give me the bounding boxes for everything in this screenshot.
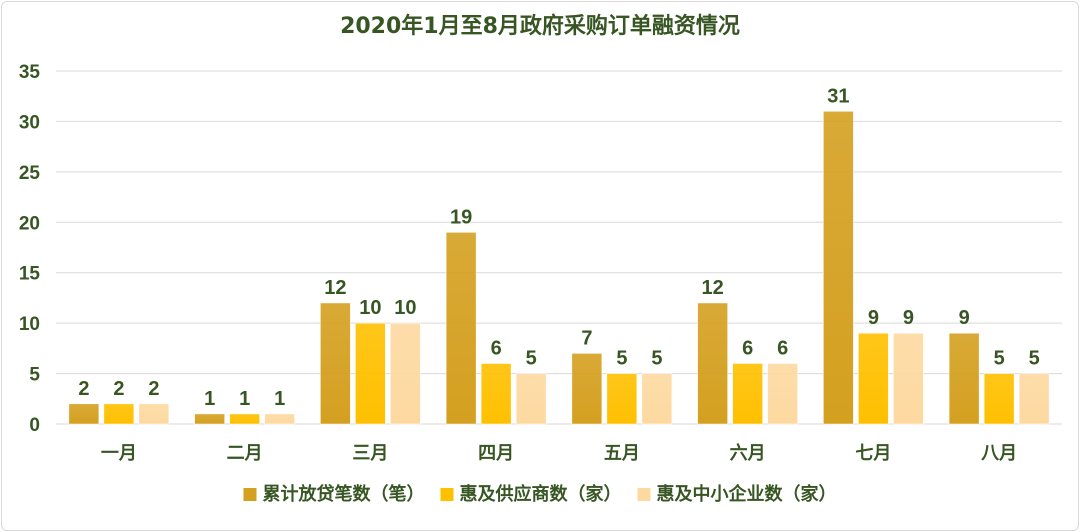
- data-label: 6: [491, 337, 502, 359]
- bar: [571, 353, 603, 425]
- legend-label: 惠及供应商数（家）: [460, 483, 622, 505]
- bar: [229, 413, 260, 425]
- data-label: 9: [868, 307, 879, 329]
- data-label: 6: [777, 337, 788, 359]
- data-label: 31: [827, 85, 849, 107]
- bar: [390, 322, 421, 425]
- chart-title: 2020年1月至8月政府采购订单融资情况: [340, 13, 740, 39]
- data-label: 6: [742, 337, 753, 359]
- x-tick-label: 一月: [101, 443, 137, 464]
- bar: [823, 111, 854, 425]
- y-tick-label: 10: [19, 314, 40, 335]
- data-label: 5: [616, 348, 627, 370]
- data-label: 12: [324, 277, 346, 299]
- bar: [103, 403, 135, 425]
- data-label: 1: [274, 388, 285, 410]
- data-label: 10: [359, 297, 381, 319]
- bar: [480, 363, 512, 425]
- bar: [445, 232, 477, 425]
- x-tick-label: 八月: [981, 443, 1017, 464]
- bar: [732, 363, 763, 425]
- data-label: 2: [78, 378, 89, 400]
- data-label: 5: [994, 348, 1005, 370]
- bar: [68, 403, 100, 425]
- y-tick-label: 20: [19, 213, 40, 234]
- bar: [858, 332, 889, 425]
- x-tick-label: 三月: [352, 443, 388, 464]
- data-labels: 2 2 2 1 1 1 12 10 10 19 6 5 7 5 5 12 6 6 31 9 9 9 5 5: [78, 85, 1039, 410]
- legend-swatch: [440, 488, 454, 501]
- y-tick-label: 25: [19, 163, 41, 184]
- bar: [194, 413, 225, 425]
- data-label: 5: [1029, 348, 1040, 370]
- bar: [1018, 373, 1050, 425]
- x-tick-label: 六月: [730, 442, 766, 464]
- bar: [138, 403, 170, 425]
- bar: [767, 363, 798, 425]
- y-tick-label: 5: [29, 365, 40, 386]
- y-axis-ticks: 0 5 10 15 20 25 30 35: [19, 62, 41, 436]
- bar: [697, 302, 728, 425]
- x-tick-label: 四月: [478, 443, 514, 464]
- data-label: 10: [394, 297, 416, 319]
- data-label: 7: [581, 327, 592, 349]
- bar: [355, 322, 386, 425]
- x-tick-label: 七月: [855, 443, 891, 464]
- x-tick-label: 二月: [227, 443, 263, 464]
- bar: [948, 332, 980, 425]
- legend-swatch: [637, 488, 651, 501]
- data-label: 1: [204, 388, 215, 410]
- data-label: 5: [526, 348, 537, 370]
- legend-label: 累计放贷笔数（笔）: [263, 483, 425, 505]
- legend: 累计放贷笔数（笔） 惠及供应商数（家） 惠及中小企业数（家）: [243, 483, 837, 505]
- data-label: 9: [959, 307, 970, 329]
- bar: [515, 373, 547, 425]
- bar: [320, 302, 351, 425]
- legend-swatch: [243, 488, 257, 501]
- bar: [641, 373, 673, 425]
- data-label: 9: [903, 307, 914, 329]
- legend-label: 惠及中小企业数（家）: [657, 483, 837, 505]
- y-tick-label: 35: [19, 62, 41, 83]
- data-label: 2: [148, 378, 159, 400]
- x-axis-ticks: 一月 二月 三月 四月 五月 六月 七月 八月: [101, 442, 1017, 464]
- bar: [606, 373, 638, 425]
- data-label: 1: [239, 388, 250, 410]
- data-label: 5: [651, 348, 662, 370]
- bar: [264, 413, 295, 425]
- x-tick-label: 五月: [604, 443, 640, 464]
- data-label: 2: [113, 378, 124, 400]
- y-tick-label: 15: [19, 264, 41, 285]
- bar: [983, 373, 1015, 425]
- bar: [893, 332, 924, 425]
- y-tick-label: 30: [19, 112, 40, 133]
- data-label: 19: [450, 206, 472, 228]
- data-label: 12: [702, 277, 724, 299]
- bars: [68, 111, 1050, 425]
- y-tick-label: 0: [29, 415, 40, 436]
